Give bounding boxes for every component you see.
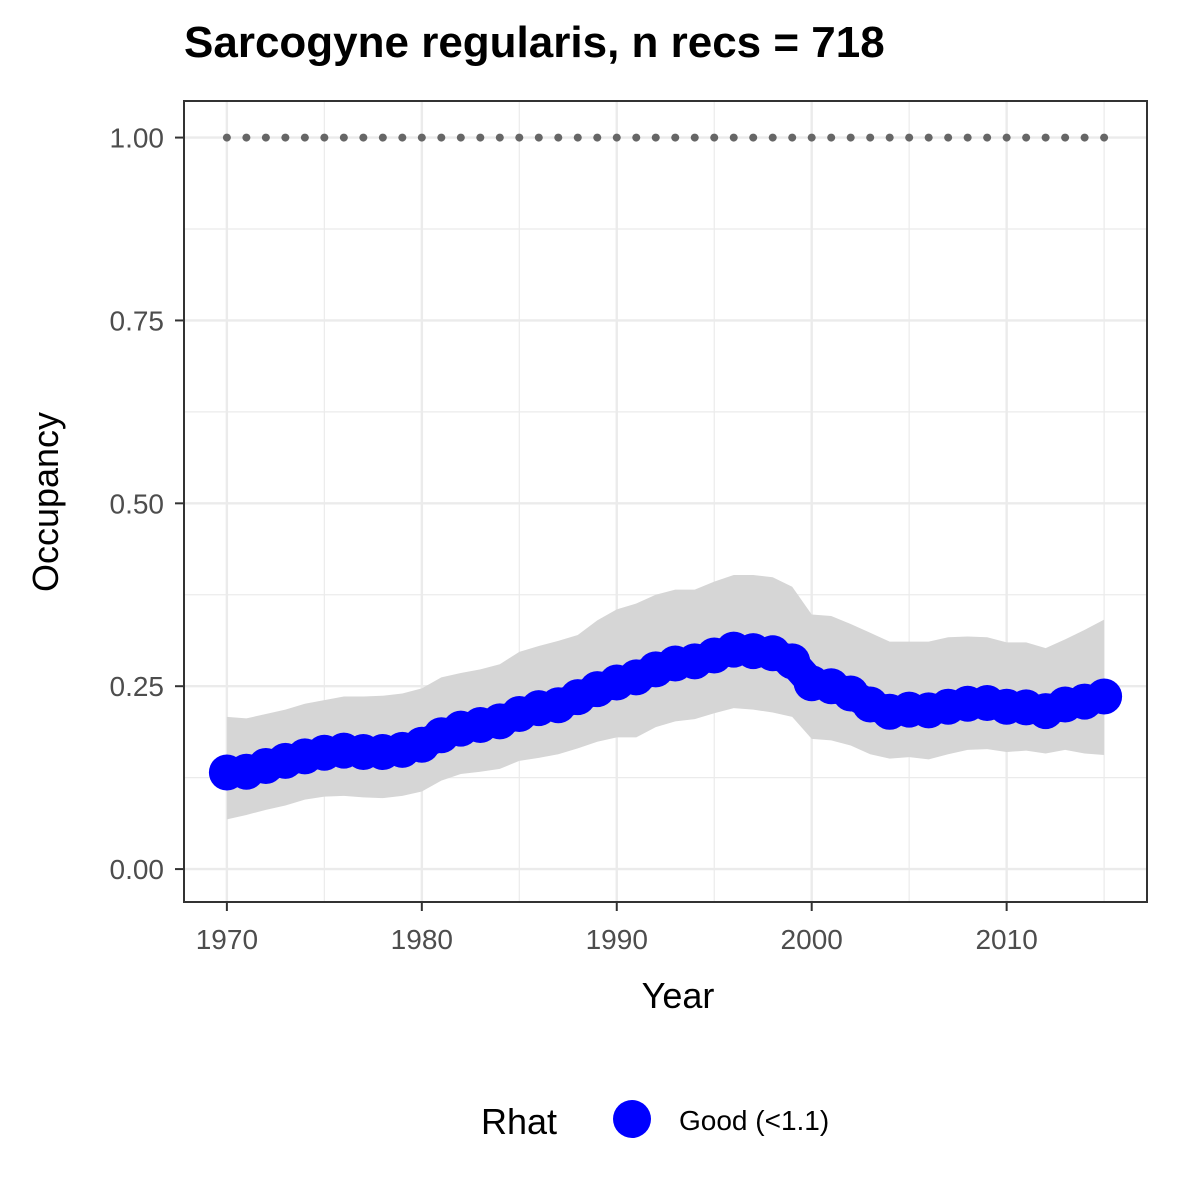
- legend-title: Rhat: [481, 1101, 557, 1142]
- reference-dot: [1100, 133, 1109, 142]
- x-axis-title: Year: [642, 975, 715, 1016]
- x-tick-labels: 1970 1980 1990 2000 2010: [196, 924, 1038, 955]
- reference-dot: [768, 133, 777, 142]
- reference-dot: [690, 133, 699, 142]
- y-axis-title: Occupancy: [25, 412, 66, 592]
- y-tick-label: 0.00: [110, 854, 165, 885]
- y-tick-label: 0.50: [110, 488, 165, 519]
- credible-interval-layer: [226, 575, 1105, 820]
- y-tick-labels: 0.00 0.25 0.50 0.75 1.00: [110, 123, 165, 886]
- reference-dot: [359, 133, 368, 142]
- reference-dot: [554, 133, 563, 142]
- reference-dot: [378, 133, 387, 142]
- reference-dot: [456, 133, 465, 142]
- reference-dot: [963, 133, 972, 142]
- reference-dot: [1041, 133, 1050, 142]
- reference-dot: [320, 133, 329, 142]
- reference-dot: [788, 133, 797, 142]
- y-tick-label: 0.75: [110, 305, 165, 336]
- reference-dot: [242, 133, 251, 142]
- reference-dot: [534, 133, 543, 142]
- reference-dot: [222, 133, 231, 142]
- reference-dot: [866, 133, 875, 142]
- reference-dot: [710, 133, 719, 142]
- x-tick-label: 2010: [975, 924, 1037, 955]
- reference-dot: [281, 133, 290, 142]
- series-points-layer: [208, 631, 1123, 791]
- reference-line-layer: [222, 133, 1109, 142]
- reference-dot: [1080, 133, 1089, 142]
- reference-dot: [632, 133, 641, 142]
- reference-dot: [495, 133, 504, 142]
- reference-dot: [398, 133, 407, 142]
- reference-dot: [983, 133, 992, 142]
- reference-dot: [417, 133, 426, 142]
- reference-dot: [905, 133, 914, 142]
- reference-dot: [671, 133, 680, 142]
- reference-dot: [593, 133, 602, 142]
- credible-interval-band: [226, 575, 1105, 820]
- legend-key-marker: [613, 1100, 651, 1138]
- reference-dot: [1061, 133, 1070, 142]
- reference-dot: [944, 133, 953, 142]
- x-tick-label: 1990: [586, 924, 648, 955]
- reference-dot: [1002, 133, 1011, 142]
- reference-dot: [729, 133, 738, 142]
- reference-dot: [339, 133, 348, 142]
- reference-dot: [573, 133, 582, 142]
- reference-dot: [651, 133, 660, 142]
- reference-dot: [476, 133, 485, 142]
- axis-ticks: [175, 136, 1008, 911]
- y-tick-label: 0.25: [110, 671, 165, 702]
- reference-dot: [300, 133, 309, 142]
- x-tick-label: 1970: [196, 924, 258, 955]
- reference-dot: [749, 133, 758, 142]
- panel-border: [183, 100, 1148, 903]
- reference-dot: [924, 133, 933, 142]
- data-point: [1086, 678, 1123, 715]
- reference-dot: [827, 133, 836, 142]
- reference-dot: [885, 133, 894, 142]
- reference-dot: [1022, 133, 1031, 142]
- reference-dot: [846, 133, 855, 142]
- reference-dot: [612, 133, 621, 142]
- x-tick-label: 2000: [781, 924, 843, 955]
- legend: Rhat Good (<1.1): [481, 1100, 829, 1142]
- reference-dot: [515, 133, 524, 142]
- reference-dot: [261, 133, 270, 142]
- x-tick-label: 1980: [391, 924, 453, 955]
- reference-dot: [437, 133, 446, 142]
- reference-dot: [807, 133, 816, 142]
- legend-entry-label: Good (<1.1): [679, 1105, 829, 1136]
- chart-title: Sarcogyne regularis, n recs = 718: [184, 18, 885, 67]
- y-tick-label: 1.00: [110, 123, 165, 154]
